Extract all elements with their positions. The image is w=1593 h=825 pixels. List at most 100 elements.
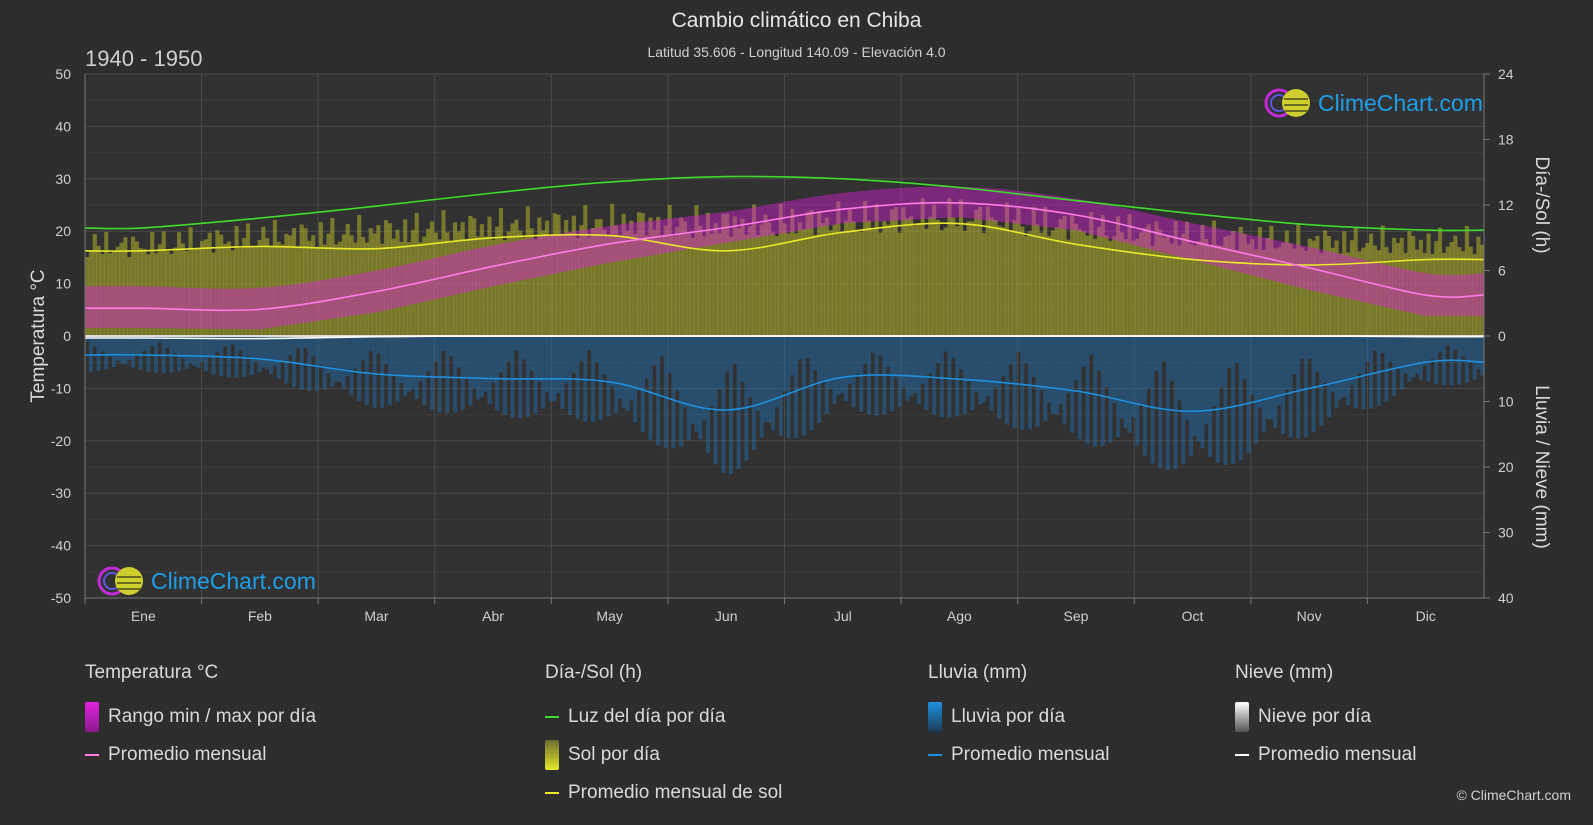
rain-day-bar	[529, 336, 534, 371]
sunshine-day-bar	[916, 223, 921, 336]
rain-day-bar	[1411, 336, 1416, 378]
rain-day-bar	[429, 336, 435, 410]
rain-day-bar	[901, 336, 906, 388]
rain-day-bar	[1365, 336, 1370, 362]
rain-day-bar	[537, 336, 542, 382]
x-tick-label: Feb	[248, 608, 272, 624]
rain-day-bar	[169, 336, 174, 373]
rain-day-bar	[180, 336, 185, 359]
sunshine-avg-swatch	[545, 792, 559, 794]
sunshine-day-bar	[981, 233, 987, 336]
sunshine-day-bar	[399, 241, 404, 336]
sunshine-day-bar	[1372, 245, 1377, 336]
rain-day-bar	[1150, 336, 1155, 464]
sunshine-day-bar	[541, 230, 546, 336]
sunshine-day-bar	[1004, 202, 1010, 336]
sunshine-day-bar	[1173, 221, 1178, 336]
sunshine-day-bar	[782, 223, 787, 336]
legend-snow: Nieve (mm) Nieve por día Promedio mensua…	[1235, 662, 1416, 774]
rain-day-bar	[786, 336, 791, 439]
rain-day-bar	[1223, 336, 1228, 465]
x-tick-label: Dic	[1416, 608, 1436, 624]
rain-day-bar	[713, 336, 718, 465]
sunshine-day-bar	[1384, 247, 1389, 336]
rain-day-bar	[1242, 336, 1247, 380]
rain-day-bar	[376, 336, 381, 354]
rain-day-bar	[1058, 336, 1063, 405]
sunshine-day-bar	[840, 231, 845, 336]
rain-day-bar	[399, 336, 404, 384]
sunshine-day-bar	[138, 248, 143, 336]
sunshine-day-bar	[759, 224, 764, 336]
rain-day-bar	[686, 336, 691, 441]
sunshine-day-bar	[1407, 231, 1412, 336]
logo-text: ClimeChart.com	[151, 567, 316, 594]
sunshine-day-bar	[272, 219, 277, 336]
logo-bottom[interactable]: ClimeChart.com	[95, 564, 316, 598]
sunshine-day-bar	[709, 233, 714, 336]
sunshine-day-bar	[510, 223, 515, 336]
rain-day-bar	[920, 336, 925, 384]
rain-day-bar	[966, 336, 971, 381]
rain-day-bar	[1024, 336, 1029, 364]
logo-top[interactable]: ClimeChart.com	[1262, 86, 1483, 120]
sunshine-day-bar	[713, 223, 718, 336]
rain-day-bar	[1438, 336, 1443, 353]
rain-day-bar	[541, 336, 546, 409]
rain-day-bar	[663, 336, 668, 449]
rain-day-bar	[912, 336, 918, 393]
rain-day-bar	[702, 336, 707, 421]
sunshine-day-bar	[1326, 236, 1331, 336]
rain-day-bar	[1246, 336, 1251, 454]
rain-day-bar	[487, 336, 492, 405]
rain-day-bar	[498, 336, 504, 373]
sunshine-day-bar	[1342, 231, 1347, 336]
rain-day-bar	[1211, 336, 1216, 407]
temp-range-swatch	[85, 702, 99, 732]
rain-day-bar	[613, 336, 619, 413]
sunshine-avg-line	[84, 222, 1485, 266]
rain-day-bar	[173, 336, 178, 354]
rain-day-bar	[943, 336, 948, 352]
rain-day-bar	[817, 336, 822, 423]
rain-day-bar	[403, 336, 408, 397]
sunshine-day-bar	[1231, 231, 1236, 336]
rain-day-bar	[314, 336, 320, 391]
rain-day-bar	[1139, 336, 1144, 404]
rain-day-bar	[491, 336, 496, 383]
sunshine-day-bar	[123, 237, 128, 336]
sunshine-day-bar	[552, 213, 557, 336]
rain-day-bar	[307, 336, 312, 392]
sunshine-day-bar	[1403, 252, 1408, 336]
rain-day-bar	[345, 336, 350, 376]
sunshine-day-bar	[257, 239, 262, 336]
rain-day-bar	[1326, 336, 1331, 418]
sunshine-day-bar	[1008, 231, 1013, 336]
rain-day-bar	[1277, 336, 1282, 406]
sunshine-day-bar	[682, 221, 688, 336]
logo-globe-icon	[97, 566, 143, 596]
sunshine-day-bar	[567, 232, 573, 336]
sunshine-day-bar	[211, 252, 216, 336]
rain-day-bar	[245, 336, 251, 357]
rain-day-bar	[993, 336, 998, 388]
sunshine-day-bar	[851, 221, 856, 336]
sunshine-day-bar	[1073, 223, 1079, 336]
sunshine-day-bar	[560, 235, 565, 336]
rain-day-bar	[909, 336, 914, 397]
legend-item: Lluvia por día	[928, 698, 1109, 736]
x-tick-label: Nov	[1297, 608, 1322, 624]
sunshine-day-bar	[360, 237, 366, 336]
sunshine-day-bar	[1453, 235, 1458, 336]
sunshine-day-bar	[1288, 243, 1293, 336]
sunshine-day-bar	[242, 238, 247, 336]
legend-label: Promedio mensual de sol	[568, 782, 783, 803]
legend-label: Promedio mensual	[1258, 744, 1417, 765]
rain-day-bar	[847, 336, 852, 384]
sunshine-day-bar	[786, 233, 791, 336]
sunshine-day-bar	[1154, 221, 1159, 336]
rain-day-bar	[905, 336, 910, 401]
sunshine-day-bar	[1449, 242, 1454, 336]
rain-day-bar	[1227, 336, 1232, 368]
sunshine-day-bar	[640, 213, 645, 336]
